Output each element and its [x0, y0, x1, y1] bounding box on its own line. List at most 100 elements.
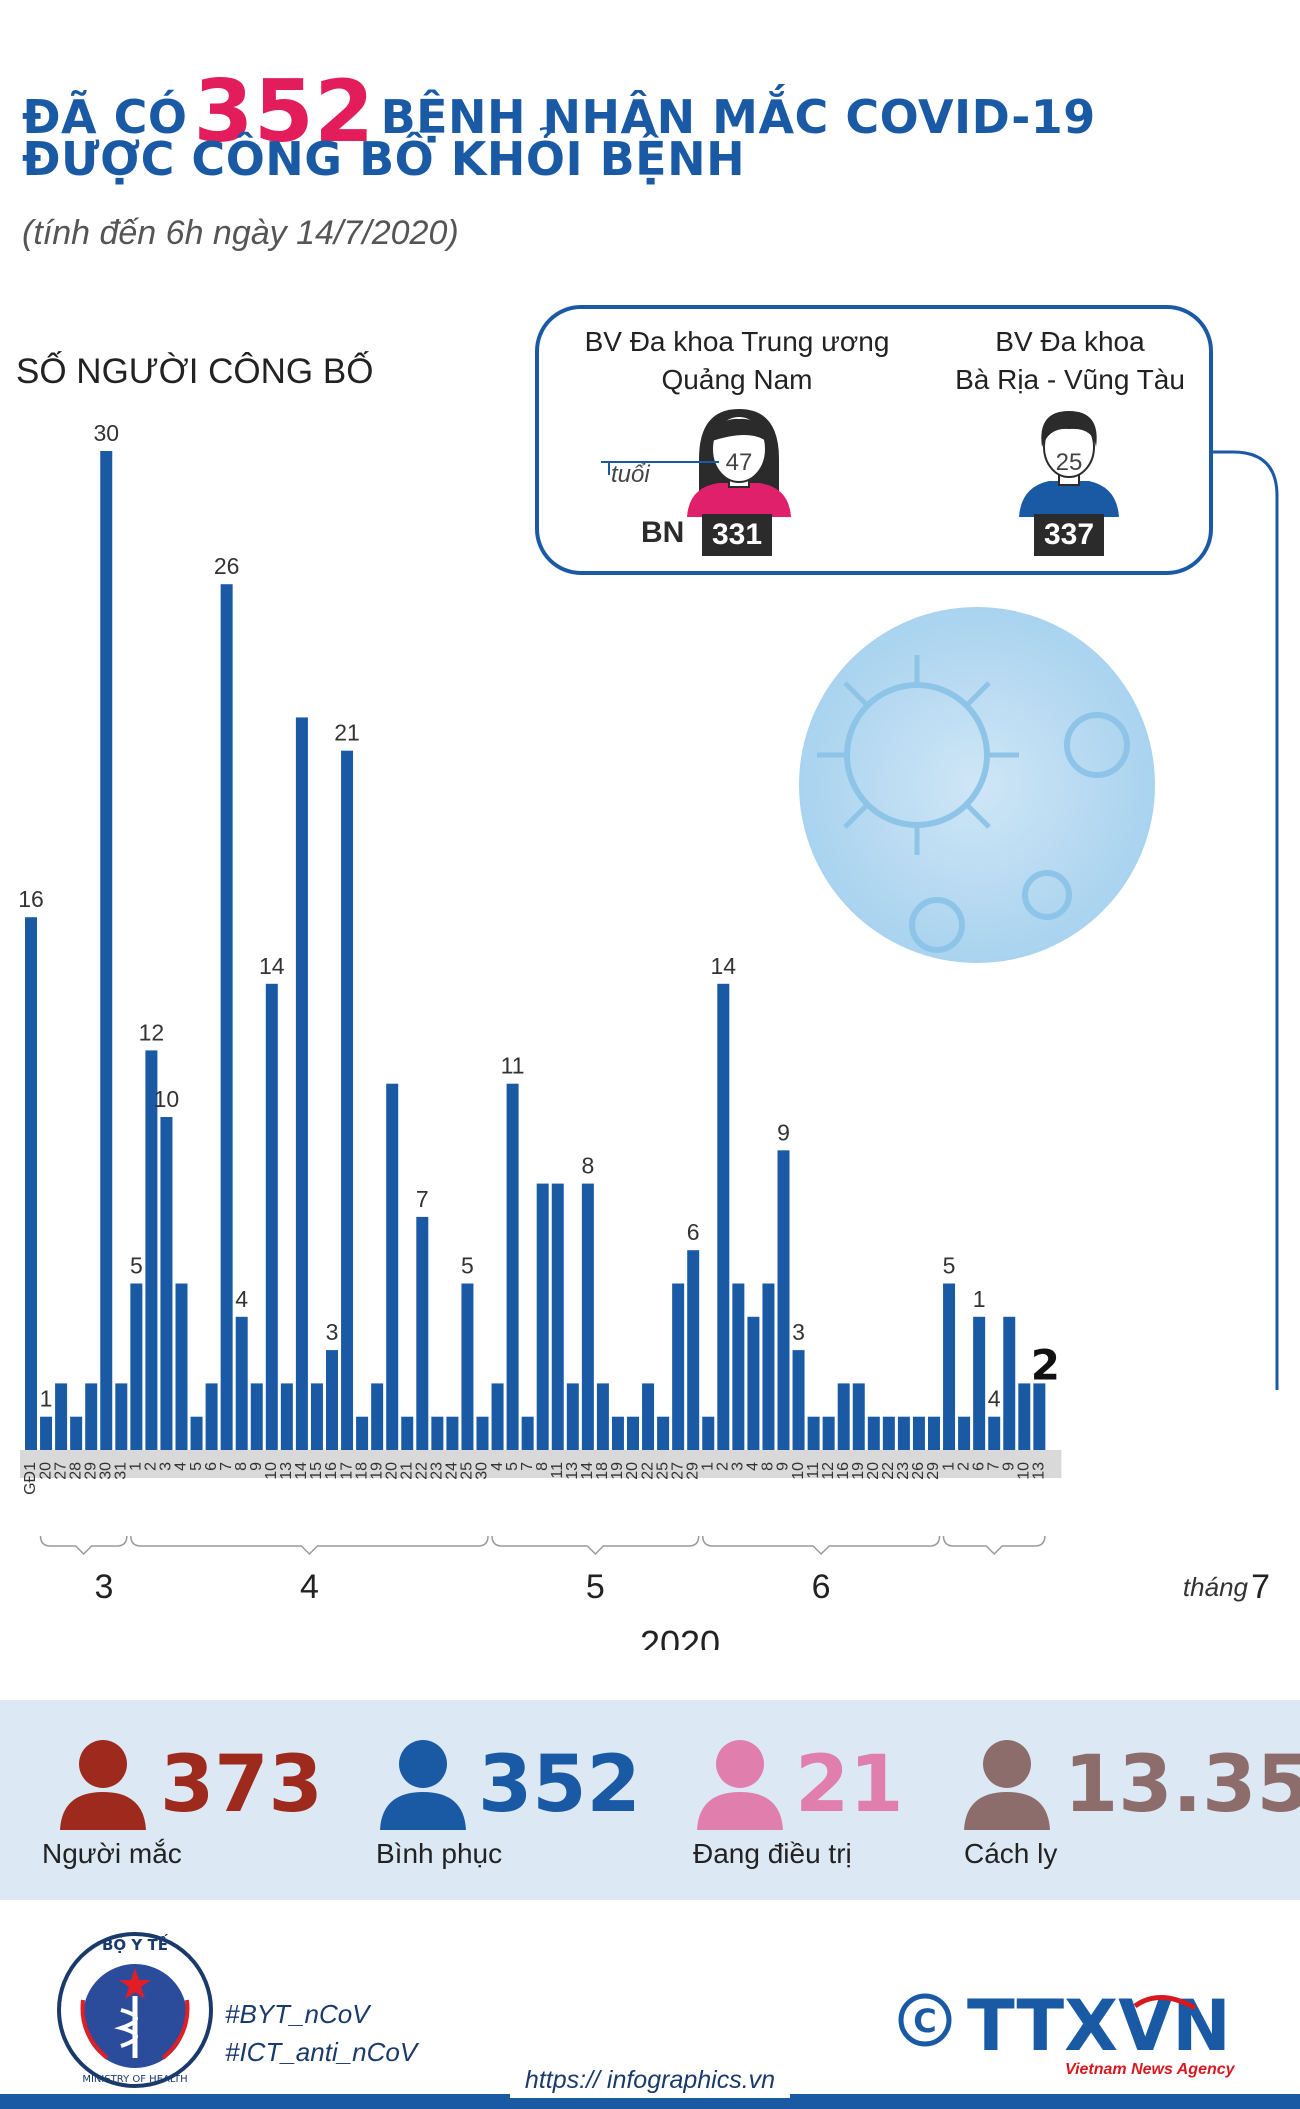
x-tick-label: 20 [37, 1462, 54, 1480]
stat-recovered-value: 352 [478, 1740, 641, 1830]
subtitle: (tính đến 6h ngày 14/7/2020) [22, 214, 459, 252]
bar [130, 1283, 143, 1450]
bar [596, 1383, 609, 1450]
bar [521, 1416, 534, 1450]
bar [55, 1383, 68, 1450]
x-tick-label: 10 [263, 1462, 280, 1480]
x-tick-label: 1 [699, 1462, 716, 1471]
bar [1018, 1383, 1031, 1450]
x-tick-label: 20 [383, 1462, 400, 1480]
x-tick-label: 13 [278, 1462, 295, 1480]
x-tick-label: 14 [293, 1462, 310, 1480]
ministry-bottom-text: MINISTRY OF HEALTH [82, 2074, 187, 2085]
x-axis-band [20, 1450, 1062, 1478]
patient-1-age: 47 [725, 449, 753, 476]
bar-value-label: 5 [943, 1253, 956, 1279]
month-bracket [942, 1535, 1046, 1556]
bar [822, 1416, 835, 1450]
month-label: 5 [586, 1568, 605, 1606]
x-tick-label: 10 [1016, 1462, 1033, 1480]
year-label: 2020 [640, 1623, 720, 1650]
bar-value-label: 6 [687, 1219, 700, 1245]
bar [160, 1117, 173, 1450]
x-tick-label: 15 [308, 1462, 325, 1480]
x-tick-label: 7 [985, 1462, 1002, 1471]
month-bracket [701, 1535, 941, 1556]
bar-value-label: 8 [581, 1153, 594, 1179]
bar [371, 1383, 384, 1450]
bar-value-label: 3 [326, 1319, 339, 1345]
bar [461, 1283, 474, 1450]
bar [1033, 1383, 1046, 1450]
bar [280, 1383, 293, 1450]
hashtag-2: #ICT_anti_nCoV [225, 2037, 418, 2067]
ttxvn-logo: C TTXVN [898, 1990, 1231, 2067]
copyright-icon: C [913, 2002, 936, 2040]
bar [627, 1416, 639, 1450]
x-tick-label: 28 [67, 1462, 84, 1480]
bar [867, 1416, 880, 1450]
x-tick-label: 4 [173, 1462, 190, 1471]
x-tick-label: 26 [910, 1462, 927, 1480]
month-bracket [39, 1535, 128, 1556]
bar-value-label: 14 [259, 953, 285, 979]
stat-recovered-label: Bình phục [376, 1838, 503, 1869]
month-bracket [491, 1535, 700, 1556]
x-tick-label: 1 [128, 1462, 145, 1471]
month-label: 3 [95, 1568, 114, 1606]
bar [732, 1283, 745, 1450]
bar-value-label: 10 [154, 1086, 180, 1112]
x-tick-label: 30 [97, 1462, 114, 1480]
patient-2-id: 337 [1034, 514, 1104, 556]
x-tick-label: 23 [895, 1462, 912, 1480]
bar [672, 1283, 685, 1450]
bar-value-label: 30 [93, 420, 119, 446]
month-bracket [130, 1535, 489, 1556]
bar [506, 1083, 519, 1450]
x-tick-label: 23 [429, 1462, 446, 1480]
x-tick-label: 11 [549, 1462, 566, 1479]
x-tick-label: 1 [940, 1462, 957, 1471]
bar [928, 1416, 940, 1450]
x-tick-label: 30 [474, 1462, 491, 1480]
bar-value-label-highlight: 2 [1031, 1340, 1060, 1389]
x-tick-label: 3 [730, 1462, 747, 1471]
bar [100, 451, 113, 1450]
bar-value-label: 7 [416, 1186, 429, 1212]
x-tick-label: 5 [188, 1462, 205, 1471]
bar [70, 1416, 83, 1450]
bar [566, 1383, 579, 1450]
footer-url[interactable]: https:// infographics.vn [524, 2066, 776, 2094]
bar [717, 983, 730, 1450]
person-icon [380, 1740, 466, 1830]
stat-quarantine-value: 13.357 [1064, 1740, 1300, 1830]
x-tick-label: 20 [624, 1462, 641, 1480]
bar [551, 1183, 564, 1450]
bar [747, 1316, 760, 1450]
x-tick-label: 16 [835, 1462, 852, 1480]
x-tick-label: 4 [745, 1462, 762, 1471]
hospital-2-line-1: BV Đa khoa [995, 326, 1145, 357]
x-tick-label: 27 [52, 1462, 69, 1480]
bar [401, 1416, 414, 1450]
x-tick-label: 25 [654, 1462, 671, 1480]
bar [250, 1383, 263, 1450]
bn-label: BN [641, 516, 685, 549]
x-tick-label: 29 [82, 1462, 99, 1480]
x-tick-label: 14 [579, 1462, 596, 1480]
x-tick-label: 17 [338, 1462, 355, 1480]
bar [446, 1416, 459, 1450]
x-tick-label: 24 [444, 1462, 461, 1480]
hospital-2-line-2: Bà Rịa - Vũng Tàu [955, 364, 1185, 395]
bar [611, 1416, 624, 1450]
patient-1-id: 331 [702, 514, 772, 556]
x-tick-label: 8 [233, 1462, 250, 1471]
x-tick-label: 9 [1000, 1462, 1017, 1471]
bar [807, 1416, 820, 1450]
x-tick-label: 9 [775, 1462, 792, 1471]
month-label: 4 [300, 1568, 319, 1606]
month-label: 7 [1251, 1568, 1270, 1606]
x-tick-label: 7 [218, 1462, 235, 1471]
bar-value-label: 16 [18, 886, 44, 912]
x-tick-label: 18 [594, 1462, 611, 1480]
